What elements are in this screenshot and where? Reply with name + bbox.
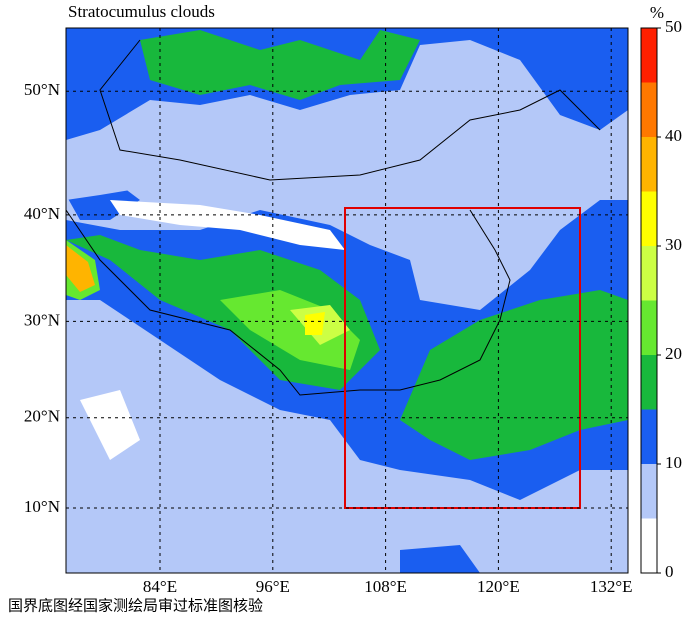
lat-tick-label: 10°N (24, 497, 60, 516)
lat-tick-label: 20°N (24, 407, 60, 426)
colorbar-box (641, 246, 657, 301)
colorbar-box (641, 518, 657, 573)
lon-tick-label: 84°E (143, 577, 177, 596)
colorbar-tick-label: 10 (665, 453, 682, 472)
colorbar-box (641, 137, 657, 192)
colorbar-box (641, 464, 657, 519)
colorbar-box (641, 300, 657, 355)
colorbar-tick-label: 20 (665, 344, 682, 363)
colorbar-box (641, 28, 657, 83)
lat-tick-label: 30°N (24, 310, 60, 329)
lat-tick-label: 50°N (24, 80, 60, 99)
lat-tick-label: 40°N (24, 204, 60, 223)
colorbar-box (641, 355, 657, 410)
lon-tick-label: 108°E (364, 577, 407, 596)
map-frame (65, 27, 629, 574)
colorbar-box (641, 82, 657, 137)
study-region (344, 207, 581, 509)
colorbar-box (641, 409, 657, 464)
axes: 84°E 96°E 108°E 120°E 132°E 50°N 40°N 30°N 20°N 1… (24, 17, 682, 596)
colorbar-unit: % (650, 3, 664, 22)
colorbar-tick-label: 30 (665, 235, 682, 254)
footer-note: 国界底图经国家测绘局审过标准图核验 (8, 597, 263, 615)
contour-field (66, 28, 628, 573)
lon-tick-label: 96°E (256, 577, 290, 596)
colorbar-tick-label: 0 (665, 562, 674, 581)
lon-tick-label: 132°E (590, 577, 633, 596)
colorbar-box (641, 191, 657, 246)
map-title: Stratocumulus clouds (68, 2, 215, 21)
colorbar-tick-label: 40 (665, 126, 682, 145)
lon-tick-label: 120°E (477, 577, 520, 596)
colorbar-frame (640, 27, 658, 574)
colorbar-tick-label: 50 (665, 17, 682, 36)
